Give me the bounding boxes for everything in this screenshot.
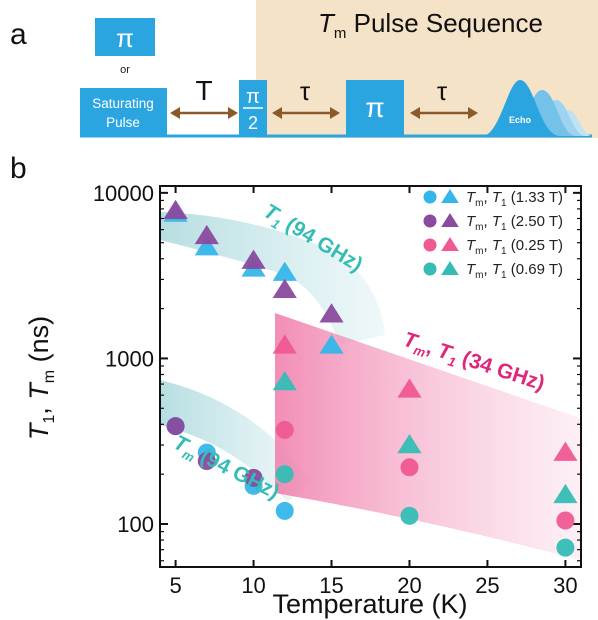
x-axis: 5 10 15 20 25 30	[169, 186, 578, 598]
saturating-label-1: Saturating	[92, 96, 154, 111]
data-point-circle	[556, 538, 575, 557]
data-point-circle	[244, 468, 263, 487]
x-tick-label: 20	[397, 573, 421, 598]
panel-a: a Tm Pulse Sequence π or Saturating Puls…	[10, 0, 598, 138]
tm-t1-34ghz-band	[275, 313, 580, 560]
data-point-circle	[556, 511, 575, 530]
pi-pulse	[346, 80, 404, 136]
data-point-triangle	[194, 224, 219, 245]
x-tick-label: 5	[169, 573, 181, 598]
legend-triangle	[441, 237, 459, 251]
tau-label-1: τ	[300, 76, 311, 106]
y-tick-label: 100	[117, 512, 154, 537]
panel-b-letter: b	[10, 152, 27, 185]
data-point-circle	[275, 501, 294, 520]
echo-label: Echo	[509, 115, 532, 125]
x-tick-label: 15	[319, 573, 343, 598]
legend-label: Tm, T1 (1.33 T)	[466, 189, 563, 209]
panel-a-letter: a	[10, 18, 27, 51]
data-point-circle	[166, 417, 185, 436]
data-point-triangle	[272, 334, 297, 354]
data-markers	[163, 199, 578, 557]
y-axis-title: T1, Tm (ns)	[24, 316, 58, 440]
data-point-triangle	[272, 278, 297, 298]
x-tick-label: 10	[241, 573, 265, 598]
saturating-label-2: Pulse	[106, 115, 140, 130]
x-tick-label: 25	[475, 573, 499, 598]
data-point-circle	[275, 465, 294, 484]
data-point-triangle	[194, 236, 219, 256]
plot-frame	[159, 185, 582, 568]
y-axis: 100 1000 10000	[93, 181, 581, 562]
legend-label: Tm, T1 (0.25 T)	[466, 237, 563, 257]
data-point-circle	[197, 452, 216, 471]
y-tick-label: 10000	[93, 181, 154, 206]
legend-circle	[423, 190, 437, 204]
tm-94ghz-band	[160, 380, 310, 502]
pi-half-numerator: π	[246, 86, 260, 108]
legend-label: Tm, T1 (0.69 T)	[466, 261, 563, 281]
data-point-circle	[400, 458, 419, 477]
data-point-triangle	[553, 483, 578, 504]
pulse-sequence-title: Tm Pulse Sequence	[318, 8, 543, 42]
data-point-triangle	[397, 378, 422, 398]
pi-pulse-small-label: π	[116, 23, 134, 53]
data-point-circle	[400, 506, 419, 525]
legend-triangle	[441, 213, 459, 227]
data-point-triangle	[272, 261, 297, 281]
delay-T-arrow	[170, 107, 238, 119]
data-point-triangle	[163, 199, 188, 219]
pi-half-denominator: 2	[248, 113, 258, 133]
legend-circle	[423, 238, 437, 252]
data-point-triangle	[319, 334, 344, 354]
legend-triangle	[441, 189, 459, 203]
data-point-triangle	[272, 371, 297, 391]
legend-circle	[423, 262, 437, 276]
tau-arrow-1	[272, 107, 340, 119]
delay-T-label: T	[195, 75, 212, 106]
data-point-triangle	[241, 249, 266, 269]
data-point-triangle	[397, 434, 422, 454]
x-axis-title: Temperature (K)	[272, 589, 467, 619]
y-tick-label: 1000	[105, 346, 154, 371]
legend: Tm, T1 (1.33 T) Tm, T1 (2.50 T) Tm, T1 (0.…	[423, 189, 563, 281]
t1-94ghz-band	[160, 212, 385, 345]
legend-label: Tm, T1 (2.50 T)	[466, 213, 563, 233]
or-label: or	[120, 64, 130, 76]
echo-main	[482, 80, 560, 136]
pi-pulse-small	[95, 18, 155, 56]
x-tick-label: 30	[553, 573, 577, 598]
data-point-circle	[275, 420, 294, 439]
data-point-triangle	[319, 303, 344, 323]
legend-triangle	[441, 261, 459, 275]
tau-label-2: τ	[437, 76, 448, 106]
tau-arrow-2	[410, 107, 478, 119]
echo-signal: Echo	[482, 80, 592, 136]
legend-circle	[423, 214, 437, 228]
pi-pulse-label: π	[365, 92, 384, 123]
saturating-pulse	[80, 88, 167, 136]
data-point-triangle	[553, 441, 578, 461]
